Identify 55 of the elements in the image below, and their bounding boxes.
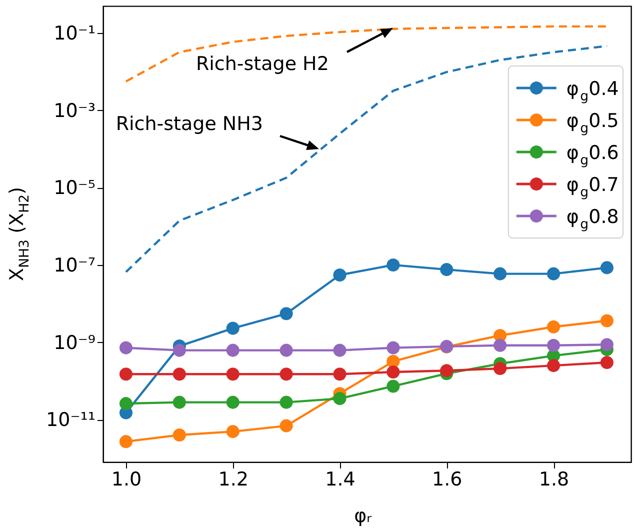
point (333, 368, 346, 381)
point (226, 344, 240, 357)
point (119, 368, 132, 381)
y-axis-title: XNH3 (XH2) (6, 186, 33, 282)
x-tick-label: 1.0 (111, 468, 142, 490)
point (546, 320, 560, 334)
y-tick-label: 10⁻⁷ (54, 254, 96, 276)
point (172, 428, 186, 442)
point (386, 366, 400, 379)
point (494, 338, 507, 352)
point (172, 344, 186, 357)
x-tick-label: 1.6 (432, 468, 462, 490)
x-tick-label: 1.8 (538, 468, 570, 490)
point (280, 396, 293, 409)
point (172, 396, 186, 409)
x-axis-title: φᵣ (354, 505, 372, 527)
x-tick-label: 1.4 (325, 468, 356, 490)
point (226, 396, 240, 409)
point (546, 267, 560, 280)
point (280, 344, 293, 357)
point (440, 263, 454, 276)
y-tick-label: 10⁻⁵ (54, 177, 96, 200)
point (119, 435, 132, 448)
point (386, 354, 400, 368)
point (546, 338, 560, 352)
point (333, 268, 346, 282)
point (494, 362, 507, 375)
point (600, 356, 614, 369)
point (226, 322, 240, 335)
point (226, 425, 240, 438)
y-tick-label: 10⁻⁹ (54, 332, 96, 354)
annotation: Rich-stage H2 (196, 53, 329, 75)
point (280, 419, 293, 432)
point (600, 261, 614, 274)
point (333, 392, 346, 406)
point (226, 368, 240, 381)
point (333, 344, 346, 357)
point (386, 380, 400, 393)
point (386, 258, 400, 272)
y-tick-label: 10⁻¹ (54, 22, 96, 45)
point (546, 359, 560, 372)
point (280, 368, 293, 381)
point (494, 267, 507, 280)
point (386, 341, 400, 354)
point (119, 397, 132, 410)
point (280, 307, 293, 320)
point (440, 364, 454, 378)
point (119, 341, 132, 354)
point (600, 314, 614, 328)
y-tick-label: 10⁻³ (54, 100, 96, 122)
point (172, 368, 186, 381)
annotation: Rich-stage NH3 (116, 113, 264, 135)
x-tick-label: 1.2 (218, 468, 248, 490)
y-tick-label: 10⁻¹¹ (46, 409, 96, 432)
point (600, 338, 614, 352)
